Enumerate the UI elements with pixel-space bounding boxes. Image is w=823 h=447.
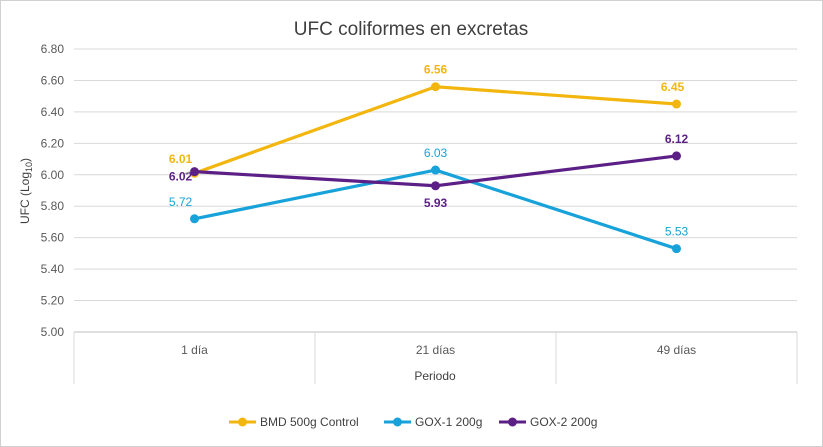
y-axis-label-main: UFC (Log bbox=[18, 172, 32, 224]
x-tick-label: 49 días bbox=[657, 343, 696, 357]
x-axis-ticks: 1 día 21 días 49 días bbox=[181, 343, 696, 357]
legend-swatch-marker bbox=[508, 417, 517, 427]
data-point bbox=[431, 181, 440, 191]
legend-label: GOX-2 200g bbox=[530, 415, 597, 429]
y-tick-label: 5.80 bbox=[41, 199, 65, 213]
data-label: 5.93 bbox=[424, 196, 448, 210]
y-tick-label: 5.40 bbox=[41, 262, 65, 276]
data-point bbox=[190, 214, 199, 224]
data-label: 6.12 bbox=[665, 132, 689, 146]
data-point bbox=[672, 151, 681, 161]
series-layer bbox=[190, 82, 681, 254]
y-tick-label: 5.60 bbox=[41, 231, 65, 245]
y-axis-label-end: ) bbox=[18, 158, 32, 162]
data-point bbox=[672, 244, 681, 254]
legend-swatch-marker bbox=[393, 417, 402, 427]
x-axis-label: Periodo bbox=[414, 369, 456, 383]
x-tick-label: 1 día bbox=[181, 343, 208, 357]
legend: BMD 500g Control GOX-1 200g GOX-2 200g bbox=[229, 415, 597, 429]
data-label: 5.72 bbox=[169, 195, 193, 209]
data-labels-layer: 6.016.566.455.726.035.536.025.936.12 bbox=[169, 63, 689, 239]
data-point bbox=[431, 82, 440, 92]
legend-label: GOX-1 200g bbox=[415, 415, 482, 429]
y-axis-label: UFC (Log10) bbox=[18, 158, 34, 224]
data-point bbox=[431, 165, 440, 175]
legend-swatch-marker bbox=[238, 417, 247, 427]
data-point bbox=[190, 167, 199, 177]
x-tick-label: 21 días bbox=[416, 343, 455, 357]
data-label: 6.56 bbox=[424, 63, 448, 77]
series-2 bbox=[190, 165, 681, 254]
data-label: 6.01 bbox=[169, 152, 193, 166]
data-label: 6.45 bbox=[661, 80, 685, 94]
y-tick-label: 6.80 bbox=[41, 42, 65, 56]
series-line bbox=[193, 85, 677, 175]
legend-item: GOX-1 200g bbox=[384, 415, 482, 429]
leader-line bbox=[184, 171, 191, 175]
series-3 bbox=[190, 151, 681, 191]
y-axis-label-subscript: 10 bbox=[24, 162, 34, 172]
legend-label: BMD 500g Control bbox=[260, 415, 359, 429]
data-label: 6.03 bbox=[424, 146, 448, 160]
data-label: 5.53 bbox=[665, 225, 689, 239]
chart-title: UFC coliformes en excretas bbox=[294, 19, 528, 40]
y-tick-label: 6.00 bbox=[41, 168, 65, 182]
legend-item: GOX-2 200g bbox=[499, 415, 597, 429]
gridlines bbox=[73, 48, 798, 384]
legend-item: BMD 500g Control bbox=[229, 415, 359, 429]
y-tick-label: 5.00 bbox=[41, 325, 65, 339]
y-tick-label: 6.60 bbox=[41, 73, 65, 87]
y-tick-label: 5.20 bbox=[41, 294, 65, 308]
y-tick-label: 6.20 bbox=[41, 136, 65, 150]
y-axis-ticks: 5.00 5.20 5.40 5.60 5.80 6.00 6.20 6.40 6.60 6.80 bbox=[41, 42, 65, 339]
data-point bbox=[672, 99, 681, 109]
y-tick-label: 6.40 bbox=[41, 105, 65, 119]
